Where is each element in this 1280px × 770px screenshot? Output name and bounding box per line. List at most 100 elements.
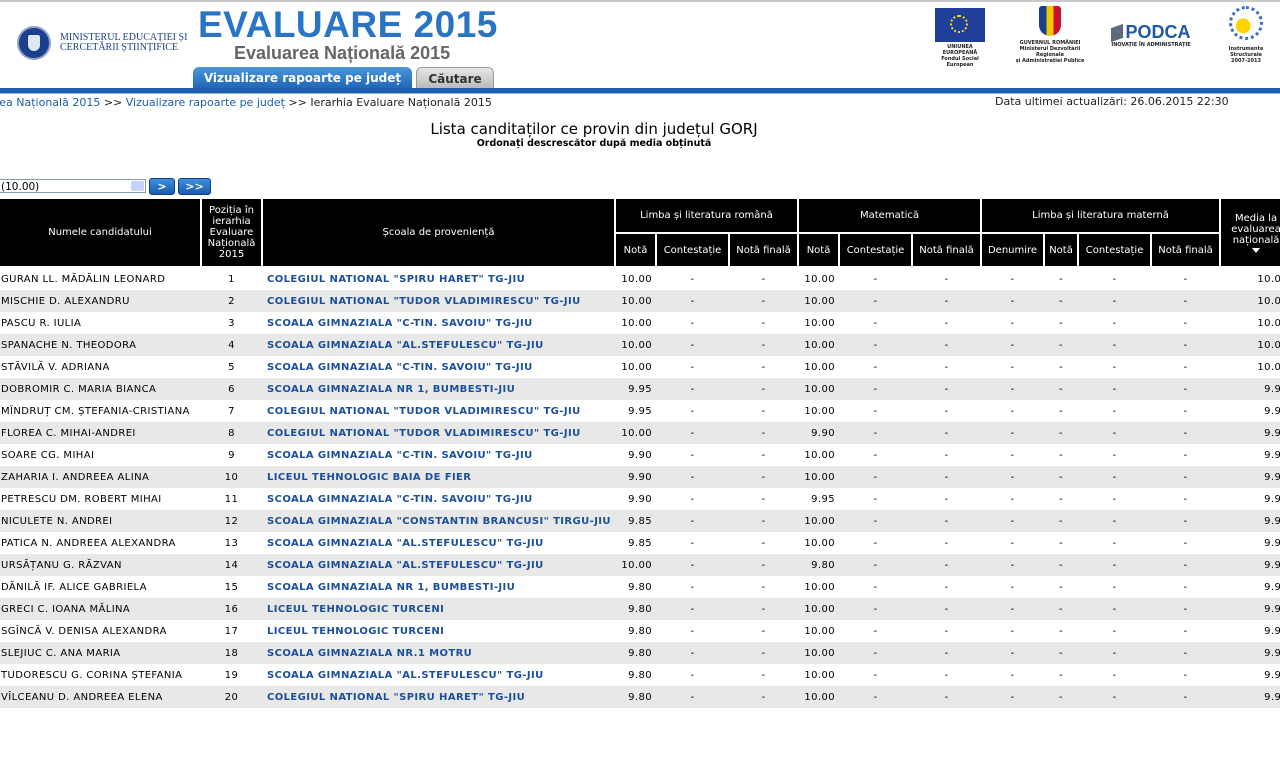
rank-cell: 13 [224,537,239,549]
grade-cell: - [912,642,982,664]
school-link[interactable]: SCOALA GIMNAZIALA "AL.STEFULESCU" TG-JIU [262,554,615,576]
table-row: STĂVILĂ V. ADRIANA 5 SCOALA GIMNAZIALA "C-… [0,356,1280,378]
grade-cell: 10.00 [798,466,840,488]
grade-cell: - [729,378,799,400]
grade-cell: - [1078,422,1152,444]
school-link[interactable]: COLEGIUL NATIONAL "TUDOR VLADIMIRESCU" T… [262,422,615,444]
grade-cell: - [1078,334,1152,356]
grade-cell: 9.92 [1220,510,1280,532]
school-link[interactable]: COLEGIUL NATIONAL "TUDOR VLADIMIRESCU" T… [267,405,581,417]
grade-cell: - [839,510,913,532]
table-row: ZAHARIA I. ANDREEA ALINA 10 LICEUL TEHNOLO… [0,466,1280,488]
header-group: Limba și literatura maternă [980,199,1222,234]
rank-cell: 9 [228,449,235,461]
school-link[interactable]: SCOALA GIMNAZIALA "AL.STEFULESCU" TG-JIU [262,334,615,356]
grade-cell: - [1010,273,1015,285]
grade-cell: - [690,449,695,461]
table-row: TUDORESCU G. CORINA ȘTEFANIA 19 SCOALA GIM… [0,664,1280,686]
grade-cell: 9.95 [1220,422,1280,444]
grade-cell: 10.00 [615,334,656,356]
school-link[interactable]: COLEGIUL NATIONAL "TUDOR VLADIMIRESCU" T… [262,290,615,312]
school-link[interactable]: SCOALA GIMNAZIALA NR 1, BUMBESTI-JIU [267,581,516,593]
header-cell: Contestație [1077,232,1153,268]
school-link[interactable]: LICEUL TEHNOLOGIC TURCENI [262,598,615,620]
table-row: MÎNDRUȚ CM. ȘTEFANIA-CRISTIANA 7 COLEGIUL … [0,400,1280,422]
grade-cell: 10.00 [1220,334,1280,356]
grade-cell: - [1010,361,1015,373]
school-link[interactable]: LICEUL TEHNOLOGIC TURCENI [267,625,445,637]
grade-cell: 10.00 [1257,273,1280,285]
grade-cell: - [729,686,799,708]
page-select[interactable]: 1 (10.00) [0,179,146,193]
school-link[interactable]: SCOALA GIMNAZIALA "C-TIN. SAVOIU" TG-JIU [267,493,533,505]
grade-cell: - [1112,625,1117,637]
school-link[interactable]: COLEGIUL NATIONAL "SPIRU HARET" TG-JIU [262,686,615,708]
grade-cell: - [1059,405,1064,417]
school-link[interactable]: SCOALA GIMNAZIALA "CONSTANTIN BRANCUSI" … [262,510,615,532]
last-button[interactable]: >> [178,178,211,195]
grade-cell: - [729,554,799,576]
header-cell: Denumire [980,232,1046,268]
table-row: SOARE CG. MIHAI 9 SCOALA GIMNAZIALA "C-TIN… [0,444,1280,466]
breadcrumb-link[interactable]: Evaluarea Națională 2015 [0,96,101,109]
grade-cell: - [1112,317,1117,329]
tab-active[interactable]: Vizualizare rapoarte pe județ [193,67,412,89]
candidate-name: FLOREA C. MIHAI-ANDREI [0,422,201,444]
school-link[interactable]: SCOALA GIMNAZIALA NR.1 MOTRU [262,642,615,664]
ministry-line: MINISTERUL EDUCAȚIEI ȘI [60,32,188,43]
table-row: SLEJIUC C. ANA MARIA 18 SCOALA GIMNAZIALA … [0,642,1280,664]
candidate-name: DĂNILĂ IF. ALICE GABRIELA [1,581,147,593]
grade-cell: - [1059,581,1064,593]
grade-cell: - [1044,510,1079,532]
grade-cell: - [839,334,913,356]
rank-cell: 11 [224,493,239,505]
table-row: SGÎNCĂ V. DENISA ALEXANDRA 17 LICEUL TEHNO… [0,620,1280,642]
grade-cell: - [981,686,1045,708]
school-link[interactable]: SCOALA GIMNAZIALA "C-TIN. SAVOIU" TG-JIU [267,449,533,461]
table-row: FLOREA C. MIHAI-ANDREI 8 COLEGIUL NATIONAL… [0,422,1280,444]
table-row: NICULETE N. ANDREI 12 SCOALA GIMNAZIALA "C… [0,510,1280,532]
grade-cell: - [729,598,799,620]
grade-cell: - [873,273,878,285]
rank-cell: 18 [201,642,262,664]
candidate-name: URSĂȚANU G. RĂZVAN [0,554,201,576]
school-link[interactable]: SCOALA GIMNAZIALA "AL.STEFULESCU" TG-JIU [267,537,544,549]
breadcrumb-link[interactable]: Vizualizare rapoarte pe județ [125,96,285,109]
ministry-name: MINISTERUL EDUCAȚIEI ȘI CERCETĂRII ȘTIIN… [60,33,187,53]
grade-cell: - [1078,598,1152,620]
rank-cell: 3 [228,317,235,329]
grade-cell: 9.95 [1220,466,1280,488]
next-button[interactable]: > [149,178,175,195]
grade-cell: - [1112,537,1117,549]
grade-cell: - [1059,493,1064,505]
school-link[interactable]: SCOALA GIMNAZIALA "C-TIN. SAVOIU" TG-JIU [267,361,533,373]
candidate-name: TUDORESCU G. CORINA ȘTEFANIA [1,669,183,681]
grade-cell: 10.00 [1257,361,1280,373]
school-link[interactable]: SCOALA GIMNAZIALA NR 1, BUMBESTI-JIU [262,378,615,400]
grade-cell: 9.85 [615,510,656,532]
rank-cell: 8 [201,422,262,444]
grade-cell: 10.00 [804,405,836,417]
grade-cell: 9.92 [1264,493,1280,505]
school-link[interactable]: SCOALA GIMNAZIALA "C-TIN. SAVOIU" TG-JIU [267,317,533,329]
grade-cell: - [656,642,729,664]
grade-cell: 10.00 [804,317,836,329]
school-link[interactable]: SCOALA GIMNAZIALA "AL.STEFULESCU" TG-JIU [267,669,544,681]
tab[interactable]: Căutare [416,67,494,89]
grade-cell: - [1010,581,1015,593]
grade-cell: - [656,598,729,620]
grade-cell: - [944,493,949,505]
header-cell-sorted[interactable]: Media la evaluarea națională [1219,199,1280,268]
grade-cell: - [656,290,729,312]
header-cell: Notă [1043,232,1080,268]
grade-cell: 9.95 [1264,449,1280,461]
school-link[interactable]: COLEGIUL NATIONAL "SPIRU HARET" TG-JIU [267,273,526,285]
grade-cell: - [1044,686,1079,708]
grade-cell: - [656,378,729,400]
grade-cell: 9.90 [1220,554,1280,576]
grade-cell: 10.00 [804,669,836,681]
school-link[interactable]: LICEUL TEHNOLOGIC BAIA DE FIER [262,466,615,488]
grade-cell: 10.00 [804,581,836,593]
header-cell: Poziția în ierarhia Evaluare Națională 2… [200,199,263,268]
